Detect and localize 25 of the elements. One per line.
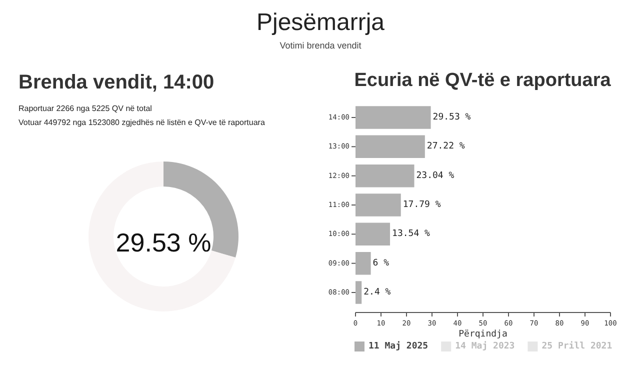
text: Brenda vendit, 14:00 bbox=[18, 72, 214, 94]
legend-label: 25 Prill 2021 bbox=[542, 340, 612, 352]
text: Votimi brenda vendit bbox=[280, 40, 362, 50]
chart-title: Ecuria në QV-të e raportuara bbox=[354, 70, 612, 91]
data-label: 13.54 % bbox=[392, 229, 431, 240]
text: Pjesëmarrja bbox=[256, 9, 386, 36]
text: Votuar 449792 nga 1523080 zgjedhës në listën e QV-ve të raportuara bbox=[18, 118, 266, 127]
data-label: 6 % bbox=[372, 258, 390, 268]
data-label: 23.04 % bbox=[416, 170, 455, 181]
bar bbox=[356, 194, 401, 216]
bar bbox=[356, 135, 425, 158]
text: Raportuar 2266 nga 5225 QV në total bbox=[18, 104, 152, 113]
x-axis-title: Përqindja bbox=[458, 330, 508, 340]
data-label: 29.53 % bbox=[432, 112, 472, 122]
bar bbox=[356, 281, 362, 304]
legend-label: 14 Maj 2023 bbox=[455, 340, 515, 352]
bar bbox=[356, 222, 390, 246]
bar bbox=[356, 252, 371, 275]
data-label: 2.4 % bbox=[364, 288, 392, 298]
legend-label: 11 Maj 2025 bbox=[368, 340, 428, 352]
data-label: 27.22 % bbox=[426, 142, 466, 152]
data-label: 17.79 % bbox=[402, 200, 442, 210]
text: 29.53 % bbox=[116, 228, 212, 258]
bar bbox=[356, 106, 431, 129]
bar bbox=[356, 164, 414, 188]
